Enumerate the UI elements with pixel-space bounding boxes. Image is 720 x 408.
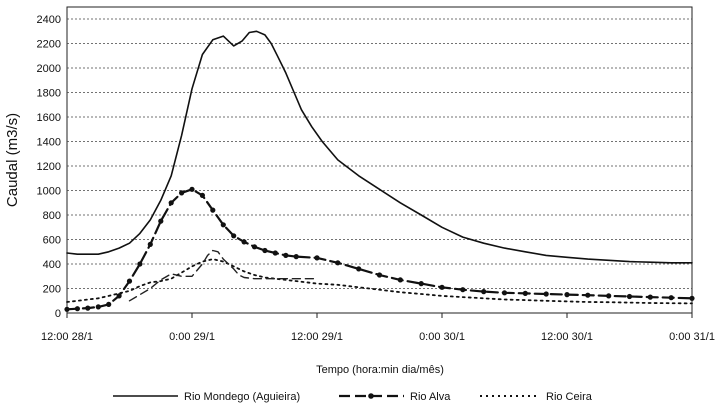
data-point-rio-alva — [74, 306, 80, 312]
data-point-rio-alva — [85, 305, 91, 311]
data-point-rio-alva — [220, 222, 226, 228]
data-point-rio-alva — [64, 306, 70, 312]
data-point-rio-alva — [335, 260, 341, 266]
x-tick-label: 0:00 29/1 — [169, 331, 215, 343]
x-tick-label: 12:00 28/1 — [41, 331, 93, 343]
data-point-rio-alva — [283, 252, 289, 258]
data-point-rio-alva — [689, 295, 695, 301]
grid-lines — [67, 18, 692, 289]
series-lines — [65, 30, 694, 311]
series-markers — [64, 186, 695, 312]
data-point-rio-alva — [585, 292, 591, 298]
data-point-rio-alva — [199, 192, 205, 198]
data-point-rio-alva — [116, 293, 122, 299]
y-tick-label: 2000 — [37, 63, 61, 75]
data-point-rio-alva — [168, 200, 174, 206]
data-point-rio-alva — [501, 290, 508, 296]
y-tick-label: 2200 — [37, 39, 61, 51]
data-point-rio-alva — [95, 304, 101, 310]
data-point-rio-alva — [522, 290, 528, 296]
series-line-rio-mondego — [66, 30, 693, 264]
y-tick-label: 0 — [55, 308, 61, 320]
x-tick-labels: 12:00 28/1 0:00 29/1 12:00 29/1 0:00 30/1 12… — [41, 313, 715, 343]
data-point-rio-alva — [179, 190, 185, 196]
y-tick-label: 800 — [43, 210, 61, 222]
y-tick-label: 1000 — [37, 186, 61, 198]
x-tick-label: 0:00 30/1 — [419, 331, 465, 343]
y-tick-label: 1800 — [37, 88, 61, 100]
legend-label-alva: Rio Alva — [410, 391, 451, 403]
y-axis-title: Caudal (m3/s) — [4, 113, 21, 207]
y-tick-label: 1200 — [37, 161, 61, 173]
data-point-rio-alva — [564, 292, 570, 298]
data-point-rio-alva — [460, 287, 466, 293]
data-point-rio-alva — [272, 250, 278, 256]
data-point-rio-alva — [668, 295, 674, 301]
series-line-unlabeled — [128, 249, 318, 302]
legend-label-ceira: Rio Ceira — [546, 391, 593, 403]
data-point-rio-alva — [376, 272, 383, 278]
series-line-rio-alva — [65, 188, 694, 311]
data-point-rio-alva — [481, 289, 487, 295]
x-tick-label: 0:00 31/1 — [669, 331, 715, 343]
data-point-rio-alva — [231, 233, 237, 239]
legend-marker-alva — [368, 393, 374, 399]
data-point-rio-alva — [262, 247, 268, 254]
data-point-rio-alva — [106, 301, 112, 307]
y-tick-label: 200 — [43, 284, 61, 296]
y-tick-label: 1400 — [37, 137, 61, 149]
data-point-rio-alva — [158, 218, 164, 224]
data-point-rio-alva — [626, 293, 633, 300]
data-point-rio-alva — [439, 284, 445, 290]
x-axis-title: Tempo (hora:min dia/mês) — [316, 364, 444, 376]
legend-label-mondego: Rio Mondego (Aguieira) — [184, 391, 300, 403]
data-point-rio-alva — [606, 293, 612, 299]
y-tick-labels: 0 200 400 600 800 1000 1200 1400 1600 1800 2000 220… — [37, 14, 61, 320]
data-point-rio-alva — [356, 266, 362, 272]
data-point-rio-alva — [314, 255, 320, 261]
data-point-rio-alva — [251, 244, 258, 250]
y-tick-label: 600 — [43, 235, 61, 247]
y-tick-label: 2400 — [37, 14, 61, 26]
data-point-rio-alva — [293, 254, 299, 260]
x-tick-label: 12:00 30/1 — [541, 331, 593, 343]
data-point-rio-alva — [126, 278, 133, 284]
data-point-rio-alva — [397, 277, 403, 283]
legend: Rio Mondego (Aguieira) Rio Alva Rio Ceir… — [113, 391, 593, 403]
data-point-rio-alva — [647, 294, 653, 300]
x-tick-label: 12:00 29/1 — [291, 331, 343, 343]
data-point-rio-alva — [241, 239, 247, 245]
data-point-rio-alva — [189, 186, 195, 192]
data-point-rio-alva — [543, 291, 549, 297]
y-tick-label: 1600 — [37, 112, 61, 124]
data-point-rio-alva — [210, 207, 216, 213]
data-point-rio-alva — [147, 241, 153, 247]
data-point-rio-alva — [137, 261, 143, 267]
series-line-rio-ceira — [66, 258, 693, 305]
y-tick-label: 400 — [43, 259, 61, 271]
plot-frame — [66, 6, 693, 314]
data-point-rio-alva — [418, 281, 424, 287]
